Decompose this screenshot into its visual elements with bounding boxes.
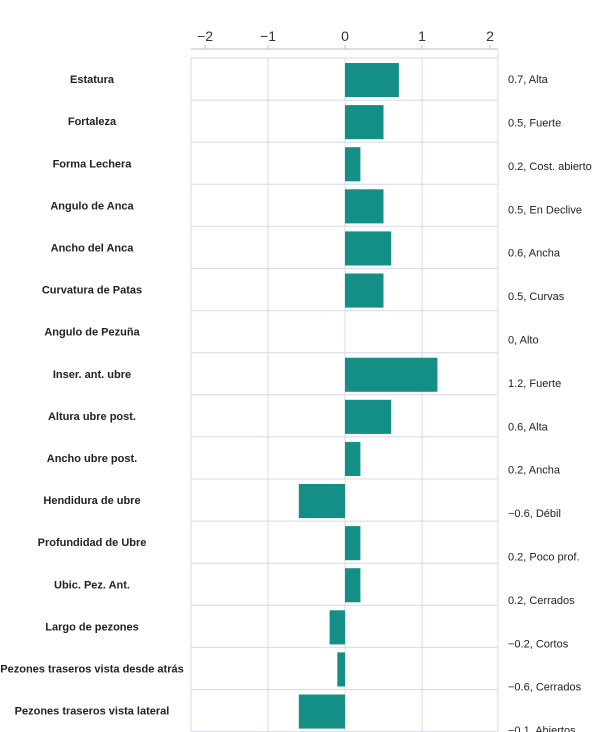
category-label: Ancho ubre post. (47, 453, 137, 465)
bar (345, 399, 392, 434)
category-label: Angulo de Pezuña (44, 327, 140, 339)
x-tick-label: −1 (260, 28, 276, 44)
right-labels: 0.7, Alta 0.5, Fuerte 0.2, Cost. abierto 0.… (508, 74, 592, 732)
category-label: Forma Lechera (53, 158, 133, 170)
value-annotation: −0.2, Cortos (508, 638, 569, 650)
value-annotation: 0.2, Ancha (508, 465, 561, 477)
value-annotation: 0, Alto (508, 334, 539, 346)
bar (345, 189, 384, 224)
category-label: Ancho del Anca (51, 242, 135, 254)
bar (345, 105, 384, 140)
value-annotation: 0.5, Curvas (508, 291, 565, 303)
value-annotation: 0.2, Cost. abierto (508, 161, 592, 173)
category-label: Fortaleza (68, 116, 117, 128)
value-annotation: 0.6, Alta (508, 421, 549, 433)
x-tick-label: 1 (418, 28, 426, 44)
bar (345, 357, 438, 392)
bars (298, 63, 438, 729)
value-annotation: −0.6, Cerrados (508, 682, 582, 694)
category-label: Pezones traseros vista desde atrás (0, 663, 183, 675)
value-annotation: −0.6, Débil (508, 508, 561, 520)
bar (345, 273, 384, 308)
x-tick-label: 2 (486, 28, 494, 44)
bar (345, 231, 392, 266)
bar (345, 441, 361, 476)
category-label: Pezones traseros vista lateral (15, 706, 170, 718)
x-tick-label: 0 (341, 28, 349, 44)
bar (337, 652, 345, 687)
category-label: Hendidura de ubre (43, 495, 140, 507)
bar (345, 63, 399, 98)
value-annotation: −0.1, Abiertos (508, 725, 576, 732)
x-tick-label: −2 (197, 28, 213, 44)
bar (329, 610, 345, 645)
value-annotation: 1.2, Fuerte (508, 378, 561, 390)
bar (345, 526, 361, 561)
category-label: Profundidad de Ubre (38, 537, 147, 549)
category-label: Estatura (70, 74, 115, 86)
value-annotation: 0.2, Cerrados (508, 595, 575, 607)
category-label: Ubic. Pez. Ant. (54, 579, 130, 591)
category-label: Altura ubre post. (48, 411, 136, 423)
category-label: Inser. ant. ubre (53, 369, 131, 381)
category-label: Curvatura de Patas (42, 285, 142, 297)
category-label: Largo de pezones (45, 621, 139, 633)
category-label: Angulo de Anca (50, 200, 134, 212)
category-labels: Estatura Fortaleza Forma Lechera Angulo de … (0, 74, 183, 718)
value-annotation: 0.6, Ancha (508, 248, 561, 260)
bar (298, 694, 345, 729)
value-annotation: 0.5, En Declive (508, 204, 582, 216)
bar (298, 484, 345, 519)
bar (345, 147, 361, 182)
value-annotation: 0.2, Poco prof. (508, 551, 580, 563)
x-axis-ticks: −2 −1 0 1 2 (191, 28, 498, 50)
value-annotation: 0.5, Fuerte (508, 117, 561, 129)
value-annotation: 0.7, Alta (508, 74, 549, 86)
bar (345, 568, 361, 603)
